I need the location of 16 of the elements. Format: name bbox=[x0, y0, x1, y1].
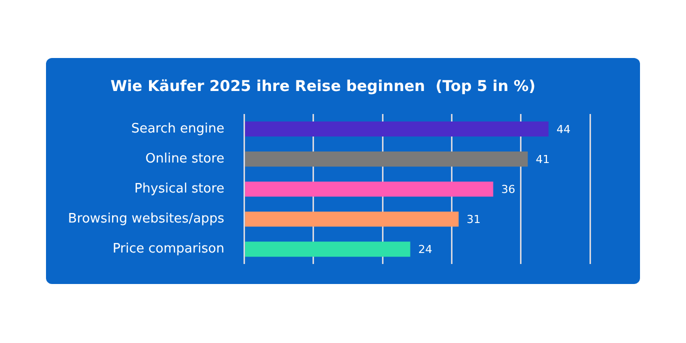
data-label: 36 bbox=[501, 182, 516, 196]
y-tick-label: Online store bbox=[145, 151, 224, 166]
data-label: 44 bbox=[556, 122, 571, 136]
bar bbox=[245, 152, 528, 167]
y-tick-label: Price comparison bbox=[112, 242, 224, 257]
bar bbox=[245, 242, 410, 257]
data-label: 31 bbox=[466, 213, 481, 226]
data-label: 41 bbox=[536, 152, 550, 166]
data-label: 24 bbox=[418, 243, 432, 256]
y-tick-label: Browsing websites/apps bbox=[68, 212, 225, 227]
bar bbox=[245, 212, 459, 227]
y-tick-label: Physical store bbox=[134, 181, 224, 196]
chart-title: Wie Käufer 2025 ihre Reise beginnen (Top 5 in %) bbox=[110, 76, 536, 95]
bar bbox=[245, 122, 549, 137]
bar bbox=[245, 182, 494, 197]
y-tick-label: Search engine bbox=[131, 121, 224, 136]
